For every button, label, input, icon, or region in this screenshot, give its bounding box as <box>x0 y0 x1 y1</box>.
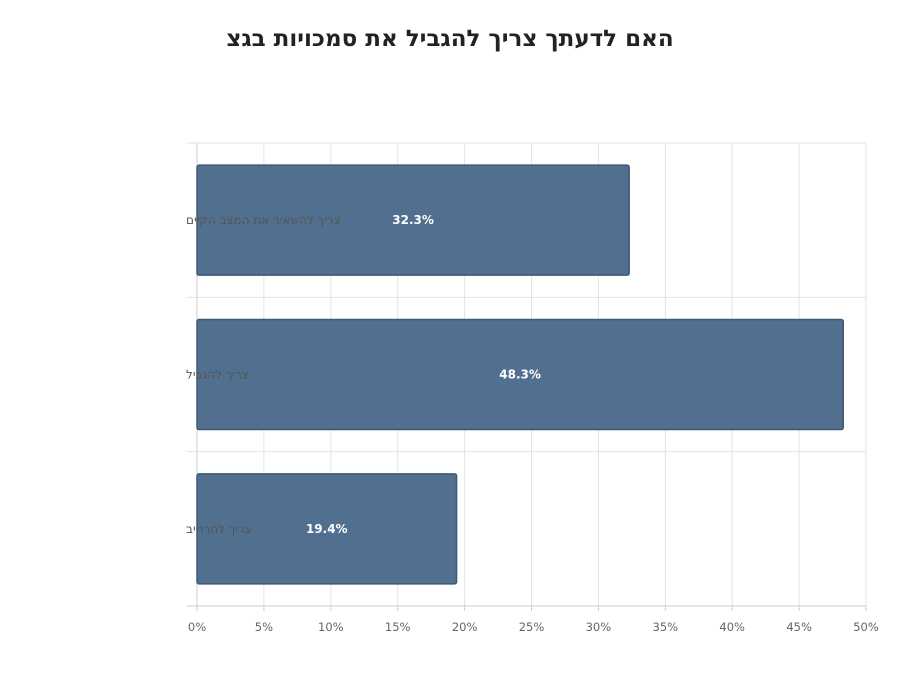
x-tick-label: 50% <box>853 620 879 634</box>
x-tick-label: 0% <box>188 620 206 634</box>
data-label: 19.4% <box>306 522 348 536</box>
chart-title: האם לדעתך צריך להגביל את סמכויות בגצ <box>226 26 674 52</box>
bar <box>196 164 630 276</box>
data-label: 32.3% <box>392 213 434 227</box>
category-label: צריך להגביל <box>186 368 249 382</box>
x-tick-label: 20% <box>452 620 478 634</box>
x-tick-label: 25% <box>519 620 545 634</box>
x-tick-label: 10% <box>318 620 344 634</box>
category-label: צריך להרחיב <box>186 522 252 536</box>
category-label: צריך להשאיר את המצב הקיים <box>186 213 341 227</box>
data-label: 48.3% <box>499 368 541 382</box>
x-tick-label: 5% <box>255 620 273 634</box>
x-tick-label: 30% <box>586 620 612 634</box>
bar <box>196 318 845 431</box>
x-tick-label: 45% <box>786 620 812 634</box>
x-tick-label: 35% <box>653 620 679 634</box>
x-tick-label: 40% <box>719 620 745 634</box>
x-tick-label: 15% <box>385 620 411 634</box>
bar <box>196 473 458 585</box>
